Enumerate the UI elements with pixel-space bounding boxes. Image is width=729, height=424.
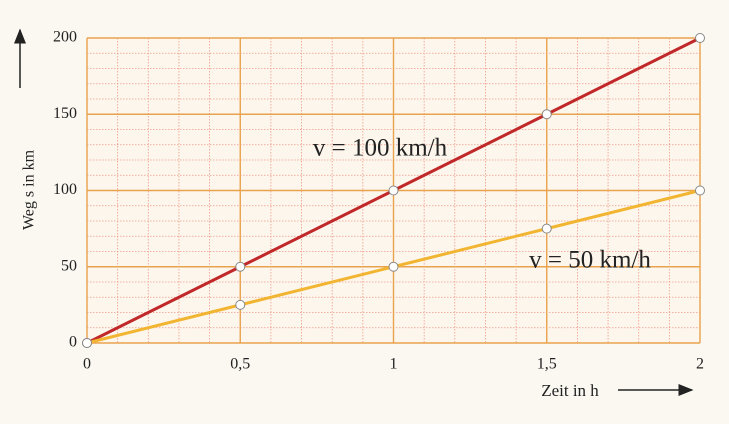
series-label: v = 100 km/h <box>313 135 448 162</box>
series-label: v = 50 km/h <box>529 247 651 274</box>
data-point <box>388 261 399 272</box>
y-axis-label: Weg s in km <box>21 149 38 230</box>
data-point <box>695 33 705 43</box>
data-point <box>235 261 246 272</box>
data-point <box>388 185 399 196</box>
data-point <box>541 223 552 234</box>
y-tick-label: 0 <box>69 334 77 351</box>
y-tick-label: 200 <box>53 29 77 46</box>
y-tick-label: 150 <box>53 105 77 122</box>
x-axis-label: Zeit in h <box>541 381 599 400</box>
y-tick-label: 100 <box>53 181 77 198</box>
y-tick-label: 50 <box>61 257 77 274</box>
x-tick-label: 1,5 <box>537 356 557 373</box>
data-point <box>695 185 705 196</box>
x-tick-label: 0 <box>83 356 91 373</box>
x-tick-label: 1 <box>390 356 398 373</box>
x-tick-label: 2 <box>696 356 704 373</box>
data-point <box>82 338 92 348</box>
x-tick-label: 0,5 <box>230 356 250 373</box>
data-point <box>541 109 552 120</box>
data-point <box>235 299 246 310</box>
